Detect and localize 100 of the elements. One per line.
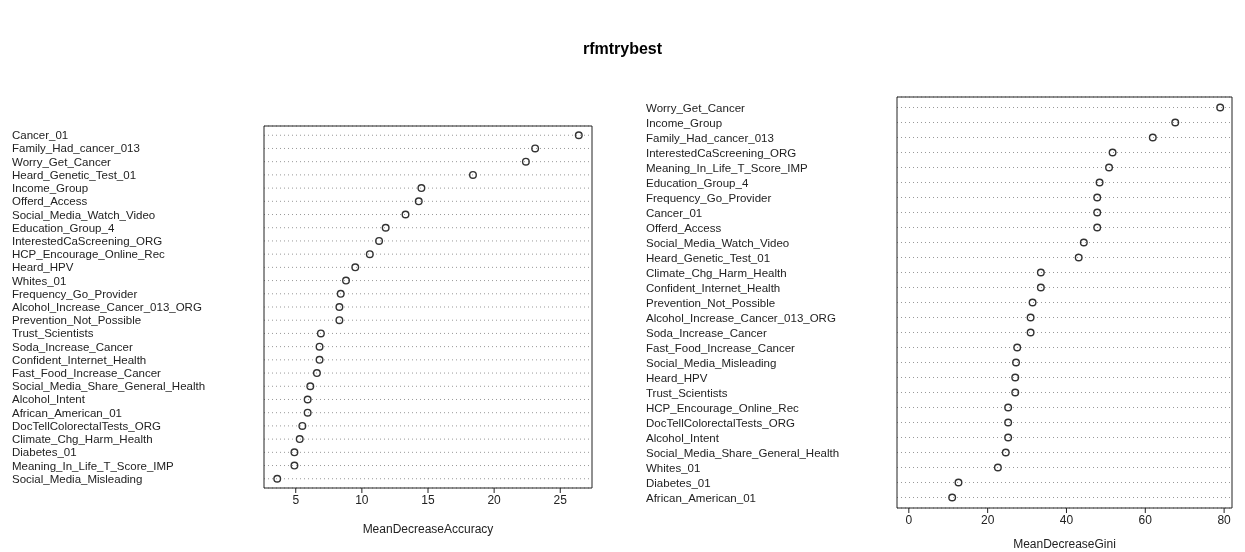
y-tick-label: Education_Group_4	[12, 221, 115, 234]
point	[468, 170, 477, 179]
point	[1095, 178, 1104, 187]
point	[531, 144, 540, 153]
point	[1004, 403, 1013, 412]
point	[375, 236, 384, 245]
y-tick-label: DocTellColorectalTests_ORG	[646, 416, 795, 429]
point	[414, 197, 423, 206]
point	[336, 289, 345, 298]
point	[1036, 283, 1045, 292]
point	[1036, 268, 1045, 277]
y-tick-label: Climate_Chg_Harm_Health	[12, 433, 153, 446]
point	[315, 342, 324, 351]
y-tick-label: Offerd_Access	[12, 195, 88, 208]
y-tick-label: Prevention_Not_Possible	[646, 296, 776, 309]
y-tick-label: Heard_HPV	[646, 371, 708, 384]
point	[948, 493, 957, 502]
point	[954, 478, 963, 487]
y-tick-label: Social_Media_Misleading	[646, 356, 777, 369]
point	[1026, 313, 1035, 322]
point	[1011, 388, 1020, 397]
y-tick-label: Family_Had_cancer_013	[646, 131, 774, 144]
y-tick-label: Diabetes_01	[646, 476, 711, 489]
y-tick-label: Worry_Get_Cancer	[646, 101, 746, 114]
point	[1013, 343, 1022, 352]
y-tick-label: Education_Group_4	[646, 176, 749, 189]
point	[1011, 373, 1020, 382]
chart-title: rfmtrybest	[581, 40, 664, 58]
y-tick-label: Cancer_01	[12, 129, 69, 142]
y-tick-label: Worry_Get_Cancer	[12, 155, 112, 168]
y-tick-label: Social_Media_Watch_Video	[646, 236, 790, 249]
y-tick-label: HCP_Encourage_Online_Rec	[12, 248, 166, 261]
y-tick-label: Social_Media_Share_General_Health	[12, 380, 206, 393]
y-tick-label: Social_Media_Share_General_Health	[646, 446, 840, 459]
point	[1108, 148, 1117, 157]
x-tick-label: 5	[292, 492, 300, 507]
y-tick-label: Social_Media_Watch_Video	[12, 208, 156, 221]
y-tick-label: Alcohol_Increase_Cancer_013_ORG	[12, 301, 202, 313]
y-tick-label: Cancer_01	[646, 206, 703, 219]
x-tick-label: 80	[1217, 512, 1232, 527]
y-tick-label: Trust_Scientists	[646, 386, 728, 399]
y-tick-label: Meaning_In_Life_T_Score_IMP	[646, 161, 809, 174]
y-tick-label: Heard_Genetic_Test_01	[12, 168, 137, 181]
point	[1028, 298, 1037, 307]
y-tick-label: Family_Had_cancer_013	[12, 142, 140, 155]
point	[312, 369, 321, 378]
y-tick-label: Heard_Genetic_Test_01	[646, 251, 771, 264]
point	[574, 131, 583, 140]
x-axis-title: MeanDecreaseGini	[1013, 537, 1116, 551]
y-tick-label: Frequency_Go_Provider	[646, 191, 772, 204]
point	[1093, 208, 1102, 217]
point	[306, 382, 315, 391]
x-tick-label: 10	[355, 492, 369, 507]
y-tick-label: Whites_01	[646, 461, 701, 474]
point	[351, 263, 360, 272]
y-tick-label: Alcohol_Intent	[12, 393, 86, 406]
point	[1012, 358, 1021, 367]
point	[1004, 433, 1013, 442]
y-tick-label: Meaning_In_Life_T_Score_IMP	[12, 459, 175, 472]
point	[993, 463, 1002, 472]
point	[1001, 448, 1010, 457]
y-tick-label: African_American_01	[646, 491, 756, 504]
point	[303, 395, 312, 404]
point	[1079, 238, 1088, 247]
y-tick-label: Income_Group	[12, 182, 89, 195]
point	[303, 408, 312, 417]
point	[335, 316, 344, 325]
y-tick-label: Soda_Increase_Cancer	[646, 326, 767, 339]
y-tick-label: Trust_Scientists	[12, 327, 94, 340]
y-tick-label: InterestedCaScreening_ORG	[646, 146, 797, 159]
point	[365, 250, 374, 259]
x-tick-label: 15	[421, 492, 435, 507]
y-tick-label: Income_Group	[646, 116, 723, 129]
y-tick-label: Climate_Chg_Harm_Health	[646, 266, 787, 279]
x-axis-title: MeanDecreaseAccuracy	[362, 522, 494, 536]
point	[342, 276, 350, 285]
point	[1026, 328, 1035, 337]
point	[521, 157, 530, 166]
point	[381, 223, 390, 232]
y-tick-label: Confident_Internet_Health	[646, 281, 781, 294]
point	[298, 421, 307, 430]
point	[1093, 223, 1102, 232]
y-tick-label: HCP_Encourage_Online_Rec	[646, 401, 800, 414]
point	[401, 210, 410, 219]
point	[1004, 418, 1013, 427]
x-tick-label: 25	[553, 492, 568, 507]
point	[290, 448, 299, 457]
y-tick-label: Alcohol_Increase_Cancer_013_ORG	[646, 311, 836, 324]
point	[1093, 193, 1102, 202]
y-tick-label: Offerd_Access	[646, 221, 722, 234]
x-tick-label: 40	[1059, 512, 1074, 527]
y-tick-label: Confident_Internet_Health	[12, 353, 147, 366]
y-tick-label: Prevention_Not_Possible	[12, 314, 142, 327]
point	[1216, 103, 1225, 112]
point	[335, 303, 344, 311]
x-tick-label: 20	[980, 512, 995, 527]
y-tick-label: Fast_Food_Increase_Cancer	[12, 367, 162, 380]
point	[417, 184, 426, 193]
point	[295, 435, 304, 444]
y-tick-label: African_American_01	[12, 406, 122, 419]
